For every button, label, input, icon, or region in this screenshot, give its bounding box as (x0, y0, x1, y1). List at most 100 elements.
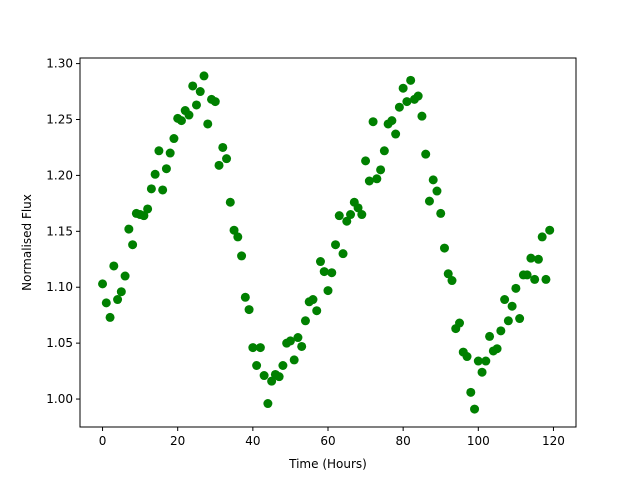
data-point (361, 156, 371, 166)
data-point (255, 343, 265, 353)
x-tick-label: 60 (320, 434, 335, 448)
x-tick-label: 20 (170, 434, 185, 448)
data-point (477, 367, 487, 377)
data-point (154, 146, 164, 156)
data-point (184, 110, 194, 120)
plot-area (80, 58, 576, 427)
data-point (319, 267, 329, 277)
data-point (391, 129, 401, 139)
data-point (436, 208, 446, 218)
data-point (116, 287, 126, 297)
data-point (473, 356, 483, 366)
data-point (252, 361, 262, 370)
data-point (139, 211, 149, 221)
y-tick-label: 1.10 (46, 280, 73, 294)
data-point (432, 186, 442, 196)
data-point (447, 276, 457, 286)
y-tick-label: 1.25 (46, 113, 73, 127)
data-point (372, 174, 382, 184)
y-axis-title: Normalised Flux (20, 194, 34, 291)
data-point (278, 361, 288, 370)
data-point (120, 271, 130, 281)
data-point (406, 75, 416, 85)
data-point (338, 249, 348, 259)
data-point (203, 119, 213, 129)
data-point (214, 160, 224, 170)
data-point (222, 154, 232, 164)
data-point (511, 283, 521, 293)
data-point (267, 376, 277, 386)
x-tick-label: 100 (467, 434, 490, 448)
data-point (364, 176, 374, 186)
data-point (259, 371, 269, 381)
x-tick-label: 40 (245, 434, 260, 448)
data-point (394, 102, 404, 112)
data-point (244, 305, 254, 315)
y-tick-label: 1.20 (46, 168, 73, 182)
y-axis-ticks: 1.00 1.05 1.10 1.15 1.20 1.25 1.30 (46, 57, 80, 406)
data-point (210, 97, 220, 107)
data-point (113, 295, 123, 305)
data-point (285, 336, 295, 346)
data-point (492, 344, 502, 354)
data-point (161, 164, 171, 174)
data-point (293, 333, 303, 343)
data-point (462, 352, 472, 362)
data-point (530, 274, 540, 284)
x-axis-title: Time (Hours) (288, 457, 367, 471)
data-point (327, 268, 337, 278)
data-point (503, 316, 513, 326)
data-point (323, 286, 333, 296)
data-point (500, 295, 510, 305)
data-point (413, 91, 423, 101)
data-point (342, 216, 352, 226)
data-point (545, 225, 555, 235)
data-point (248, 343, 258, 353)
data-point (289, 355, 299, 365)
data-point (357, 210, 367, 220)
data-point (195, 87, 205, 97)
data-point (150, 169, 160, 179)
data-point (101, 298, 111, 308)
data-point (368, 117, 378, 127)
data-point (169, 134, 179, 144)
data-point (424, 196, 434, 206)
data-point (188, 81, 198, 91)
data-point (515, 314, 525, 324)
data-point (346, 210, 356, 220)
data-point (387, 116, 397, 126)
data-point (128, 240, 138, 250)
y-tick-label: 1.15 (46, 224, 73, 238)
data-point (443, 269, 453, 279)
data-point (109, 261, 119, 271)
data-points (98, 71, 555, 414)
data-point (315, 257, 325, 267)
data-point (300, 316, 310, 326)
data-point (470, 404, 480, 414)
data-point (379, 146, 389, 156)
data-point (225, 197, 235, 207)
data-point (176, 116, 186, 126)
data-point (481, 356, 491, 366)
data-point (421, 149, 431, 159)
data-point (165, 148, 175, 158)
data-point (297, 341, 307, 351)
data-point (353, 203, 363, 213)
x-axis-ticks: 0 20 40 60 80 100 120 (99, 427, 565, 448)
x-tick-label: 120 (542, 434, 565, 448)
data-point (143, 204, 153, 214)
data-point (308, 295, 318, 305)
data-point (376, 165, 386, 175)
x-tick-label: 0 (99, 434, 107, 448)
data-point (105, 312, 115, 322)
y-tick-label: 1.30 (46, 57, 73, 71)
data-point (485, 331, 495, 341)
data-point (334, 211, 344, 221)
data-point (229, 225, 239, 235)
data-point (199, 71, 209, 81)
data-point (522, 270, 532, 280)
data-point (263, 399, 273, 409)
data-point (533, 254, 543, 264)
data-point (191, 100, 201, 110)
